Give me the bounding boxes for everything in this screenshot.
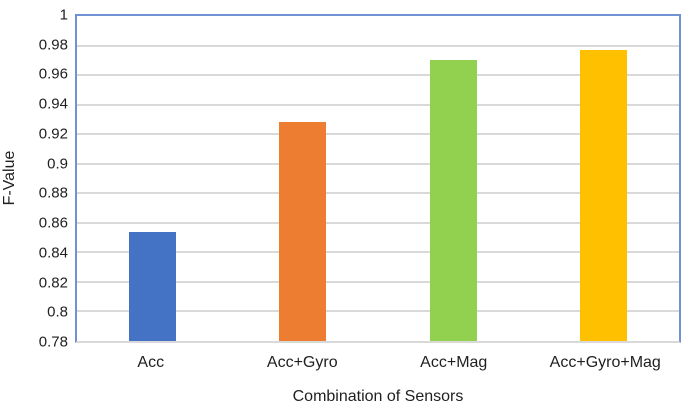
gridline [77,280,679,283]
y-tick-label: 0.86 [38,214,68,232]
y-tick-label: 0.9 [47,155,68,173]
y-tick-label: 0.8 [47,303,68,321]
bar-acc-gyro [279,122,327,341]
y-tick-label: 0.88 [38,184,68,202]
y-tick-label: 0.84 [38,244,68,262]
gridline [77,103,679,106]
x-tick-label: Acc [137,354,165,371]
gridline [77,44,679,47]
gridline [77,74,679,77]
gridline [77,192,679,195]
bar-slot-acc [77,16,228,341]
gridline [77,162,679,165]
x-tick-label: Acc+Gyro+Mag [549,354,661,371]
y-tick-label: 1 [59,6,68,24]
y-axis-tick-labels: 1 0.98 0.96 0.94 0.92 0.9 0.88 0.86 0.84 0.82 0.8 0… [0,0,68,416]
bar-acc [128,231,176,341]
y-tick-label: 0.96 [38,65,68,83]
bar-acc-mag [429,60,477,341]
gridline [77,221,679,224]
x-tick-label: Acc+Gyro [266,354,338,371]
bars-container [77,16,679,341]
y-tick-label: 0.98 [38,36,68,54]
y-tick-label: 0.78 [38,333,68,351]
x-tick-label: Acc+Mag [420,354,488,371]
y-tick-label: 0.92 [38,125,68,143]
x-axis-title: Combination of Sensors [292,388,464,405]
bar-slot-acc-gyro-mag [529,16,680,341]
x-axis-tick-labels: Acc Acc+Gyro Acc+Mag Acc+Gyro+Mag [75,354,681,372]
bar-acc-gyro-mag [580,49,628,341]
y-tick-label: 0.94 [38,95,68,113]
gridline [77,133,679,136]
bar-slot-acc-mag [378,16,529,341]
gridline [77,310,679,313]
gridline [77,251,679,254]
y-tick-label: 0.82 [38,274,68,292]
bar-slot-acc-gyro [228,16,379,341]
plot-area [75,14,681,343]
